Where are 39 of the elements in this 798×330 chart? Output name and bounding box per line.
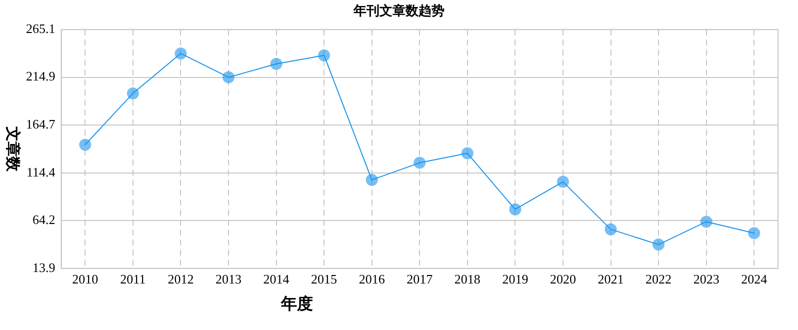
x-tick-label: 2012 — [168, 272, 194, 287]
x-tick-label: 2022 — [646, 272, 672, 287]
x-tick-label: 2011 — [120, 272, 146, 287]
x-tick-label: 2010 — [72, 272, 98, 287]
point — [126, 87, 139, 100]
x-tick-label: 2014 — [263, 272, 290, 287]
point — [509, 203, 522, 216]
point — [556, 176, 569, 188]
point — [461, 147, 474, 160]
x-tick-label: 2024 — [741, 272, 768, 287]
point — [414, 156, 426, 169]
x-tick-label: 2017 — [406, 272, 434, 287]
x-tick-label: 2023 — [693, 272, 720, 287]
x-tick-label: 2015 — [311, 272, 338, 287]
x-tick-label: 2019 — [502, 272, 528, 287]
x-tick-label: 2013 — [215, 272, 242, 287]
x-tick-label: 2021 — [598, 272, 624, 287]
y-tick-label: 214.9 — [26, 68, 56, 84]
point — [79, 138, 92, 151]
y-tick-label: 164.7 — [26, 116, 56, 132]
point — [604, 223, 617, 236]
point — [366, 174, 378, 186]
x-axis-title: 年度 — [280, 294, 313, 314]
point — [748, 227, 760, 240]
point — [222, 71, 234, 84]
y-axis-title: 文章数 — [4, 126, 22, 172]
y-tick-label: 114.4 — [26, 164, 56, 180]
chart-title: 年刊文章数趋势 — [352, 3, 444, 18]
y-tick-label: 13.9 — [32, 260, 56, 275]
y-tick-label: 265.1 — [26, 21, 56, 36]
point — [270, 58, 282, 70]
x-tick-label: 2018 — [454, 272, 480, 287]
y-tick-label: 64.2 — [32, 212, 56, 228]
x-tick-label: 2016 — [358, 272, 386, 287]
point — [700, 216, 712, 228]
point — [174, 47, 187, 60]
point — [318, 49, 330, 62]
point — [652, 238, 665, 251]
x-tick-label: 2020 — [550, 272, 576, 287]
